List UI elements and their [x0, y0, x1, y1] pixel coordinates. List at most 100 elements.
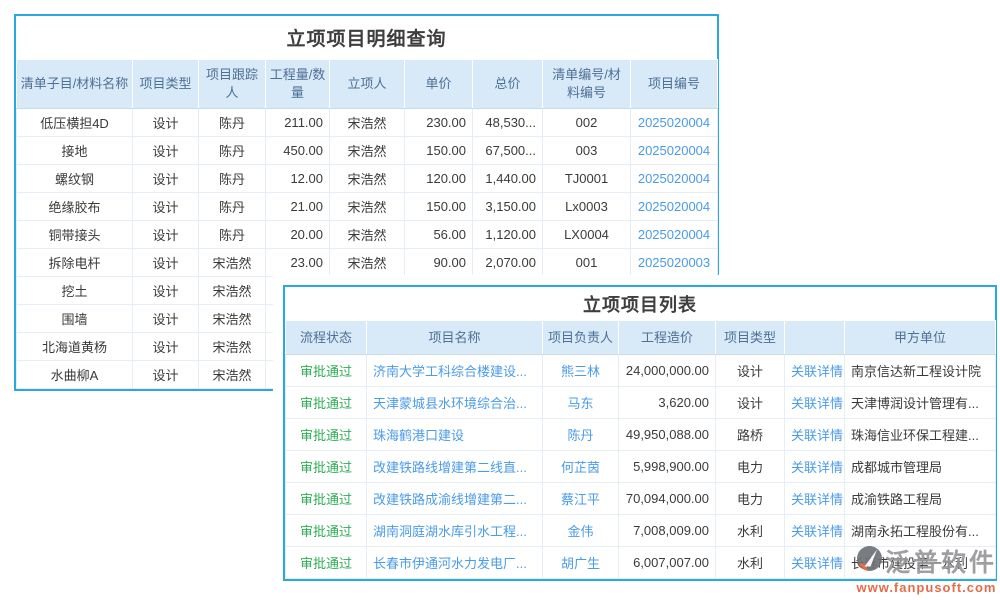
total-price: 67,500... [472, 136, 543, 165]
material-name: 螺纹钢 [16, 164, 133, 193]
table-row: 拆除电杆 设计 宋浩然 23.00 宋浩然 90.00 2,070.00 001… [16, 248, 718, 277]
status-badge[interactable]: 审批通过 [285, 450, 367, 483]
unit-price: 230.00 [404, 108, 473, 137]
col-quantity: 工程量/数量 [265, 59, 330, 109]
project-leader-link[interactable]: 马东 [542, 386, 619, 419]
quantity: 20.00 [265, 220, 330, 249]
client-unit: 湖南永拓工程股份有... [844, 514, 996, 547]
col-project-leader: 项目负责人 [542, 320, 619, 355]
total-price: 2,070.00 [472, 248, 543, 277]
project-cost: 5,998,900.00 [618, 450, 716, 483]
related-detail-link[interactable]: 关联详情 [784, 482, 845, 515]
item-no: Lx0003 [542, 192, 631, 221]
project-name-link[interactable]: 长春市伊通河水力发电厂... [366, 546, 543, 579]
unit-price: 56.00 [404, 220, 473, 249]
col-item-no: 清单编号/材料编号 [542, 59, 631, 109]
related-detail-link[interactable]: 关联详情 [784, 354, 845, 387]
material-name: 低压横担4D [16, 108, 133, 137]
client-unit: 天津博润设计管理有... [844, 386, 996, 419]
material-name: 北海道黄杨 [16, 332, 133, 361]
project-type: 设计 [132, 332, 199, 361]
related-detail-link[interactable]: 关联详情 [784, 450, 845, 483]
item-no: 001 [542, 248, 631, 277]
related-detail-link[interactable]: 关联详情 [784, 514, 845, 547]
col-project-no: 项目编号 [630, 59, 718, 109]
col-flow-status: 流程状态 [285, 320, 367, 355]
related-detail-link[interactable]: 关联详情 [784, 418, 845, 451]
project-name-link[interactable]: 珠海鹤港口建设 [366, 418, 543, 451]
table-row: 接地 设计 陈丹 450.00 宋浩然 150.00 67,500... 003… [16, 136, 718, 165]
tracker: 宋浩然 [198, 332, 266, 361]
client-unit: 南京信达新工程设计院 [844, 354, 996, 387]
col-detail-link [784, 320, 845, 355]
project-leader-link[interactable]: 何芷茵 [542, 450, 619, 483]
project-type: 设计 [132, 304, 199, 333]
col-initiator: 立项人 [329, 59, 405, 109]
initiator: 宋浩然 [329, 220, 405, 249]
project-leader-link[interactable]: 陈丹 [542, 418, 619, 451]
material-name: 围墙 [16, 304, 133, 333]
material-name: 拆除电杆 [16, 248, 133, 277]
tracker: 宋浩然 [198, 248, 266, 277]
status-badge[interactable]: 审批通过 [285, 386, 367, 419]
project-leader-link[interactable]: 熊三林 [542, 354, 619, 387]
project-cost: 49,950,088.00 [618, 418, 716, 451]
client-unit: 珠海信业环保工程建... [844, 418, 996, 451]
project-type: 设计 [132, 220, 199, 249]
list-panel-title: 立项项目列表 [583, 294, 697, 315]
initiator: 宋浩然 [329, 136, 405, 165]
project-type: 设计 [132, 136, 199, 165]
item-no: 003 [542, 136, 631, 165]
col-unit-price: 单价 [404, 59, 473, 109]
project-no-link[interactable]: 2025020004 [630, 192, 718, 221]
project-no-link[interactable]: 2025020004 [630, 108, 718, 137]
project-name-link[interactable]: 改建铁路线增建第二线直... [366, 450, 543, 483]
project-type: 设计 [132, 192, 199, 221]
project-name-link[interactable]: 湖南洞庭湖水库引水工程... [366, 514, 543, 547]
project-no-link[interactable]: 2025020004 [630, 220, 718, 249]
project-cost: 3,620.00 [618, 386, 716, 419]
status-badge[interactable]: 审批通过 [285, 418, 367, 451]
status-badge[interactable]: 审批通过 [285, 354, 367, 387]
list-row: 审批通过 湖南洞庭湖水库引水工程... 金伟 7,008,009.00 水利 关… [285, 514, 996, 547]
project-no-link[interactable]: 2025020003 [630, 248, 718, 277]
project-name-link[interactable]: 济南大学工科综合楼建设... [366, 354, 543, 387]
project-cost: 70,094,000.00 [618, 482, 716, 515]
project-name-link[interactable]: 天津蒙城县水环境综合治... [366, 386, 543, 419]
quantity: 211.00 [265, 108, 330, 137]
tracker: 宋浩然 [198, 304, 266, 333]
project-type: 电力 [715, 450, 785, 483]
tracker: 陈丹 [198, 192, 266, 221]
status-badge[interactable]: 审批通过 [285, 546, 367, 579]
unit-price: 120.00 [404, 164, 473, 193]
project-name-link[interactable]: 改建铁路成渝线增建第二... [366, 482, 543, 515]
project-leader-link[interactable]: 金伟 [542, 514, 619, 547]
project-type: 设计 [715, 386, 785, 419]
detail-query-panel: 立项项目明细查询 清单子目/材料名称 项目类型 项目跟踪人 工程量/数量 立项人… [14, 14, 719, 391]
quantity: 21.00 [265, 192, 330, 221]
list-row: 审批通过 济南大学工科综合楼建设... 熊三林 24,000,000.00 设计… [285, 354, 996, 387]
material-name: 铜带接头 [16, 220, 133, 249]
material-name: 绝缘胶布 [16, 192, 133, 221]
tracker: 陈丹 [198, 164, 266, 193]
initiator: 宋浩然 [329, 164, 405, 193]
fanpu-url-text: www.fanpusoft.com [856, 580, 997, 595]
table-row: 低压横担4D 设计 陈丹 211.00 宋浩然 230.00 48,530...… [16, 108, 718, 137]
list-row: 审批通过 长春市伊通河水力发电厂... 胡广生 6,007,007.00 水利 … [285, 546, 996, 579]
tracker: 陈丹 [198, 220, 266, 249]
detail-panel-title: 立项项目明细查询 [286, 29, 447, 50]
project-no-link[interactable]: 2025020004 [630, 136, 718, 165]
unit-price: 150.00 [404, 192, 473, 221]
project-no-link[interactable]: 2025020004 [630, 164, 718, 193]
list-row: 审批通过 天津蒙城县水环境综合治... 马东 3,620.00 设计 关联详情 … [285, 386, 996, 419]
status-badge[interactable]: 审批通过 [285, 514, 367, 547]
related-detail-link[interactable]: 关联详情 [784, 546, 845, 579]
tracker: 宋浩然 [198, 360, 266, 389]
status-badge[interactable]: 审批通过 [285, 482, 367, 515]
list-row: 审批通过 改建铁路线增建第二线直... 何芷茵 5,998,900.00 电力 … [285, 450, 996, 483]
project-leader-link[interactable]: 蔡江平 [542, 482, 619, 515]
project-leader-link[interactable]: 胡广生 [542, 546, 619, 579]
related-detail-link[interactable]: 关联详情 [784, 386, 845, 419]
quantity: 12.00 [265, 164, 330, 193]
project-list-table: 流程状态 项目名称 项目负责人 工程造价 项目类型 甲方单位 审批通过 济南大学… [285, 320, 996, 579]
